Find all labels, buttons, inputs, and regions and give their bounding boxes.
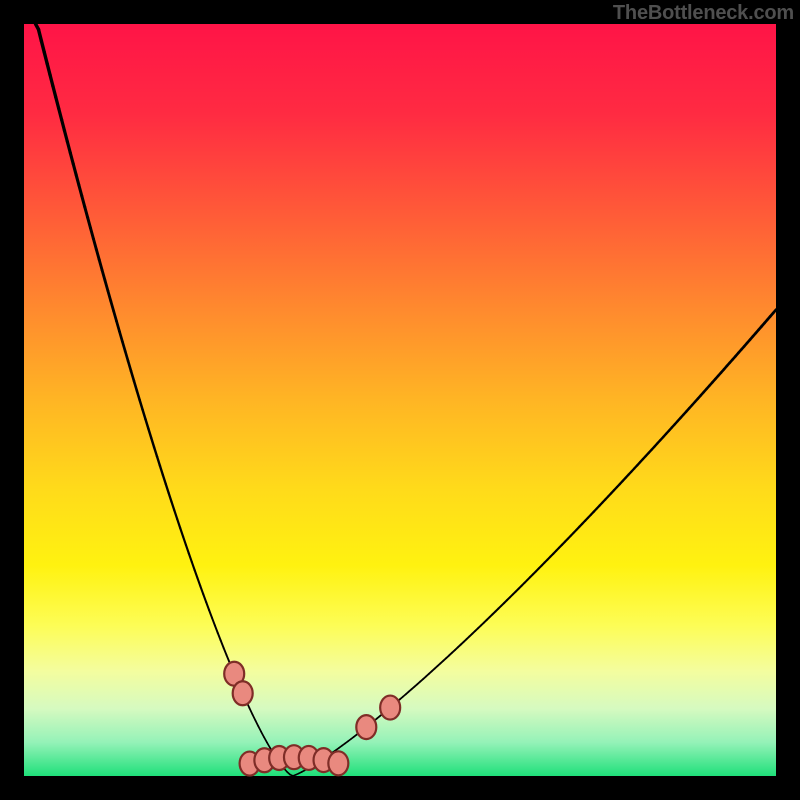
- marker-dot: [356, 715, 376, 739]
- marker-dot: [380, 696, 400, 720]
- marker-dot: [233, 681, 253, 705]
- plot-background: [24, 24, 776, 776]
- bottleneck-chart: [0, 0, 800, 800]
- watermark-text: TheBottleneck.com: [613, 2, 794, 25]
- marker-dot: [328, 751, 348, 775]
